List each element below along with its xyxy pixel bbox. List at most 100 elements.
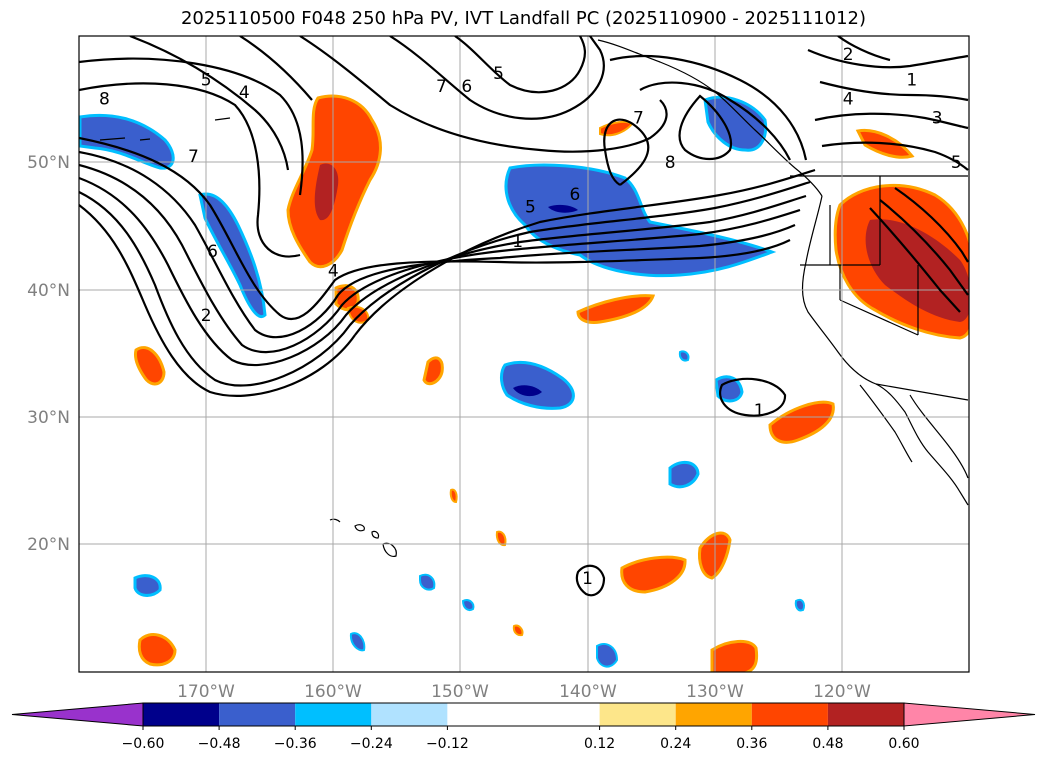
lon-label-120w: 120°W <box>813 682 871 702</box>
contour-line-17 <box>609 54 808 161</box>
colorbar-tick-label: −0.60 <box>122 736 165 752</box>
lon-label-160w: 160°W <box>304 682 362 702</box>
contour-label: 1 <box>582 569 593 589</box>
colorbar-segment <box>219 703 296 726</box>
colorbar-tick-label: −0.36 <box>274 736 317 752</box>
contour-label: 7 <box>188 147 199 167</box>
blue-area-subtropical <box>500 360 575 410</box>
colorbar-segment <box>295 703 372 726</box>
red-area-12n-west <box>137 633 177 667</box>
coastline-baja <box>859 384 913 463</box>
blue-area-small-d <box>596 642 619 668</box>
blue-area-small-a <box>419 573 436 591</box>
colorbar-segment <box>143 703 220 726</box>
contour-line-5 <box>79 180 811 387</box>
contour-label: 5 <box>201 71 212 91</box>
colorbar-segment <box>371 703 448 726</box>
contour-line-18 <box>603 118 650 186</box>
contour-line-22 <box>819 80 969 102</box>
contour-line-6 <box>79 204 356 397</box>
contour-label: 5 <box>493 64 504 84</box>
colorbar-tick-label: 0.48 <box>812 736 843 752</box>
lat-label-30: 30°N <box>27 408 70 428</box>
colorbar-tick-label: 0.36 <box>736 736 767 752</box>
border-us-mexico <box>875 383 969 401</box>
island-arctic <box>99 117 231 141</box>
contour-line-24 <box>821 141 969 171</box>
blue-area-west-arc <box>198 192 267 319</box>
red-area-34n-mid <box>422 356 444 386</box>
chart-title: 2025110500 F048 250 hPa PV, IVT Landfall… <box>180 8 867 29</box>
island-hawaii-3 <box>371 530 380 539</box>
contour-line-3 <box>79 163 801 354</box>
colorbar-tick-label: 0.12 <box>584 736 615 752</box>
lon-label-130w: 130°W <box>686 682 744 702</box>
contour-label: 2 <box>201 306 212 326</box>
red-area-38n <box>576 294 656 324</box>
coastlines <box>99 39 969 557</box>
contour-line-21 <box>807 48 969 69</box>
blue-area-small-b <box>461 599 475 611</box>
colorbar-segment <box>751 703 828 726</box>
contour-label: 6 <box>207 242 218 262</box>
contour-line-12 <box>299 36 668 153</box>
blue-area-central <box>504 163 777 278</box>
contour-label: 1 <box>754 401 765 421</box>
colorbar-frame <box>142 702 905 727</box>
contour-label: 5 <box>525 198 536 218</box>
blue-area-central-core <box>548 204 578 213</box>
lon-label-170w: 170°W <box>177 682 235 702</box>
contour-label: 2 <box>843 45 854 65</box>
contour-line-23 <box>814 112 969 130</box>
contour-label: 8 <box>99 90 110 110</box>
contour-line-19 <box>719 377 787 417</box>
contour-line-4 <box>79 176 807 367</box>
red-area-34n-west <box>134 346 166 386</box>
contour-line-13 <box>389 36 605 120</box>
colorbar-tick-label: −0.48 <box>198 736 241 752</box>
red-area-small-24n <box>449 488 458 504</box>
contour-label: 7 <box>633 109 644 129</box>
contour-line-2 <box>79 150 796 339</box>
contour-line-20 <box>575 564 606 597</box>
colorbar-segment <box>599 703 676 726</box>
contour-line-10 <box>129 36 290 171</box>
red-area-east-core <box>865 219 969 322</box>
map-frame <box>78 35 970 673</box>
contour-label: 7 <box>436 77 447 97</box>
lat-label-40: 40°N <box>27 281 70 301</box>
contour-line-15 <box>678 94 733 161</box>
pv-negative-areas <box>79 95 806 668</box>
colorbar: −0.60 −0.48 −0.36 −0.24 −0.12 0.12 0.24 0.36 0.4… <box>11 702 1036 752</box>
contour-label: 4 <box>239 83 250 103</box>
contour-line-7 <box>354 168 816 336</box>
colorbar-segment <box>447 703 600 726</box>
blue-area-small-e <box>678 350 690 362</box>
colorbar-tick-label: −0.24 <box>350 736 393 752</box>
blue-area-25n <box>668 460 700 489</box>
colorbar-segment <box>827 703 904 726</box>
grid <box>79 36 969 672</box>
island-hawaii-4 <box>382 542 397 557</box>
lon-label-140w: 140°W <box>559 682 617 702</box>
red-area-small-21n <box>495 530 507 547</box>
contour-line-16 <box>639 81 791 161</box>
red-area-small-13n <box>512 624 524 637</box>
contour-label: 1 <box>906 71 917 91</box>
lon-label-150w: 150°W <box>431 682 489 702</box>
contour-line-25 <box>837 36 891 62</box>
contour-label: 4 <box>843 90 854 110</box>
contour-lines <box>79 36 969 597</box>
red-area-12n-east <box>710 640 759 672</box>
red-area-18n-a <box>620 555 687 594</box>
colorbar-tick-label: 0.24 <box>660 736 691 752</box>
coastline-mainland-mexico <box>909 394 969 479</box>
contour-label: 1 <box>512 232 523 252</box>
contour-label: 5 <box>951 153 962 173</box>
colorbar-tick-label: 0.60 <box>888 736 919 752</box>
lon-axis: 170°W 160°W 150°W 140°W 130°W 120°W <box>177 682 871 702</box>
red-area-west-core <box>314 163 339 221</box>
colorbar-extend-high <box>903 702 1036 727</box>
contour-line-26 <box>879 199 969 296</box>
